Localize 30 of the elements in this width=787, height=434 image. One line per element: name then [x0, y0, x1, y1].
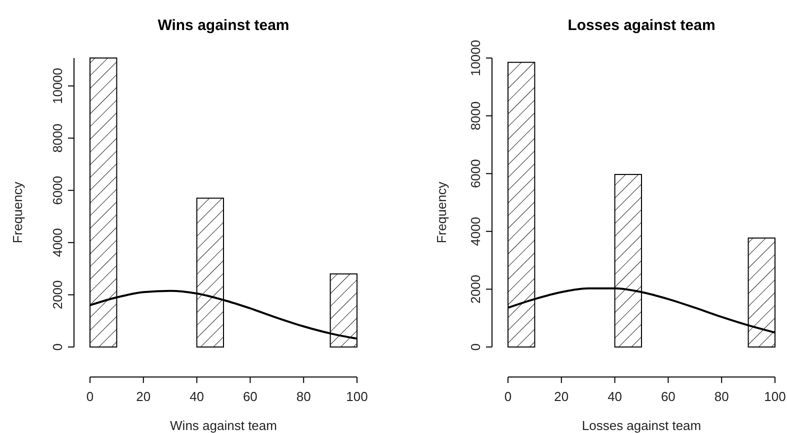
- x-tick-label: 0: [504, 389, 512, 404]
- x-tick-label: 20: [554, 389, 569, 404]
- x-tick-label: 40: [190, 389, 204, 404]
- y-tick-label: 2000: [468, 274, 483, 304]
- x-tick-label: 80: [714, 389, 729, 404]
- x-tick-label: 0: [86, 389, 94, 404]
- x-tick-label: 80: [296, 389, 311, 404]
- y-tick-label: 10000: [50, 68, 65, 104]
- chart-title: Losses against team: [568, 17, 716, 34]
- y-tick-label: 6000: [468, 159, 483, 188]
- y-tick-label: 8000: [468, 101, 483, 130]
- y-tick-label: 10000: [468, 40, 483, 76]
- x-tick-label: 60: [660, 389, 676, 404]
- y-tick-label: 0: [50, 343, 65, 351]
- y-tick-label: 6000: [50, 176, 65, 205]
- x-tick-label: 100: [764, 389, 786, 404]
- y-axis-title: Frequency: [10, 181, 25, 244]
- y-axis-title: Frequency: [434, 181, 449, 244]
- y-tick-label: 4000: [468, 216, 483, 246]
- x-axis-title: Wins against team: [170, 418, 277, 433]
- x-axis-title: Losses against team: [582, 418, 702, 433]
- y-tick-label: 0: [468, 343, 483, 351]
- y-tick-label: 2000: [50, 280, 65, 310]
- y-tick-label: 4000: [50, 228, 65, 258]
- x-tick-label: 100: [346, 389, 368, 404]
- y-tick-label: 8000: [50, 124, 65, 153]
- x-tick-label: 60: [242, 389, 258, 404]
- x-tick-label: 20: [136, 389, 151, 404]
- x-tick-label: 40: [608, 389, 622, 404]
- chart-title: Wins against team: [158, 17, 290, 34]
